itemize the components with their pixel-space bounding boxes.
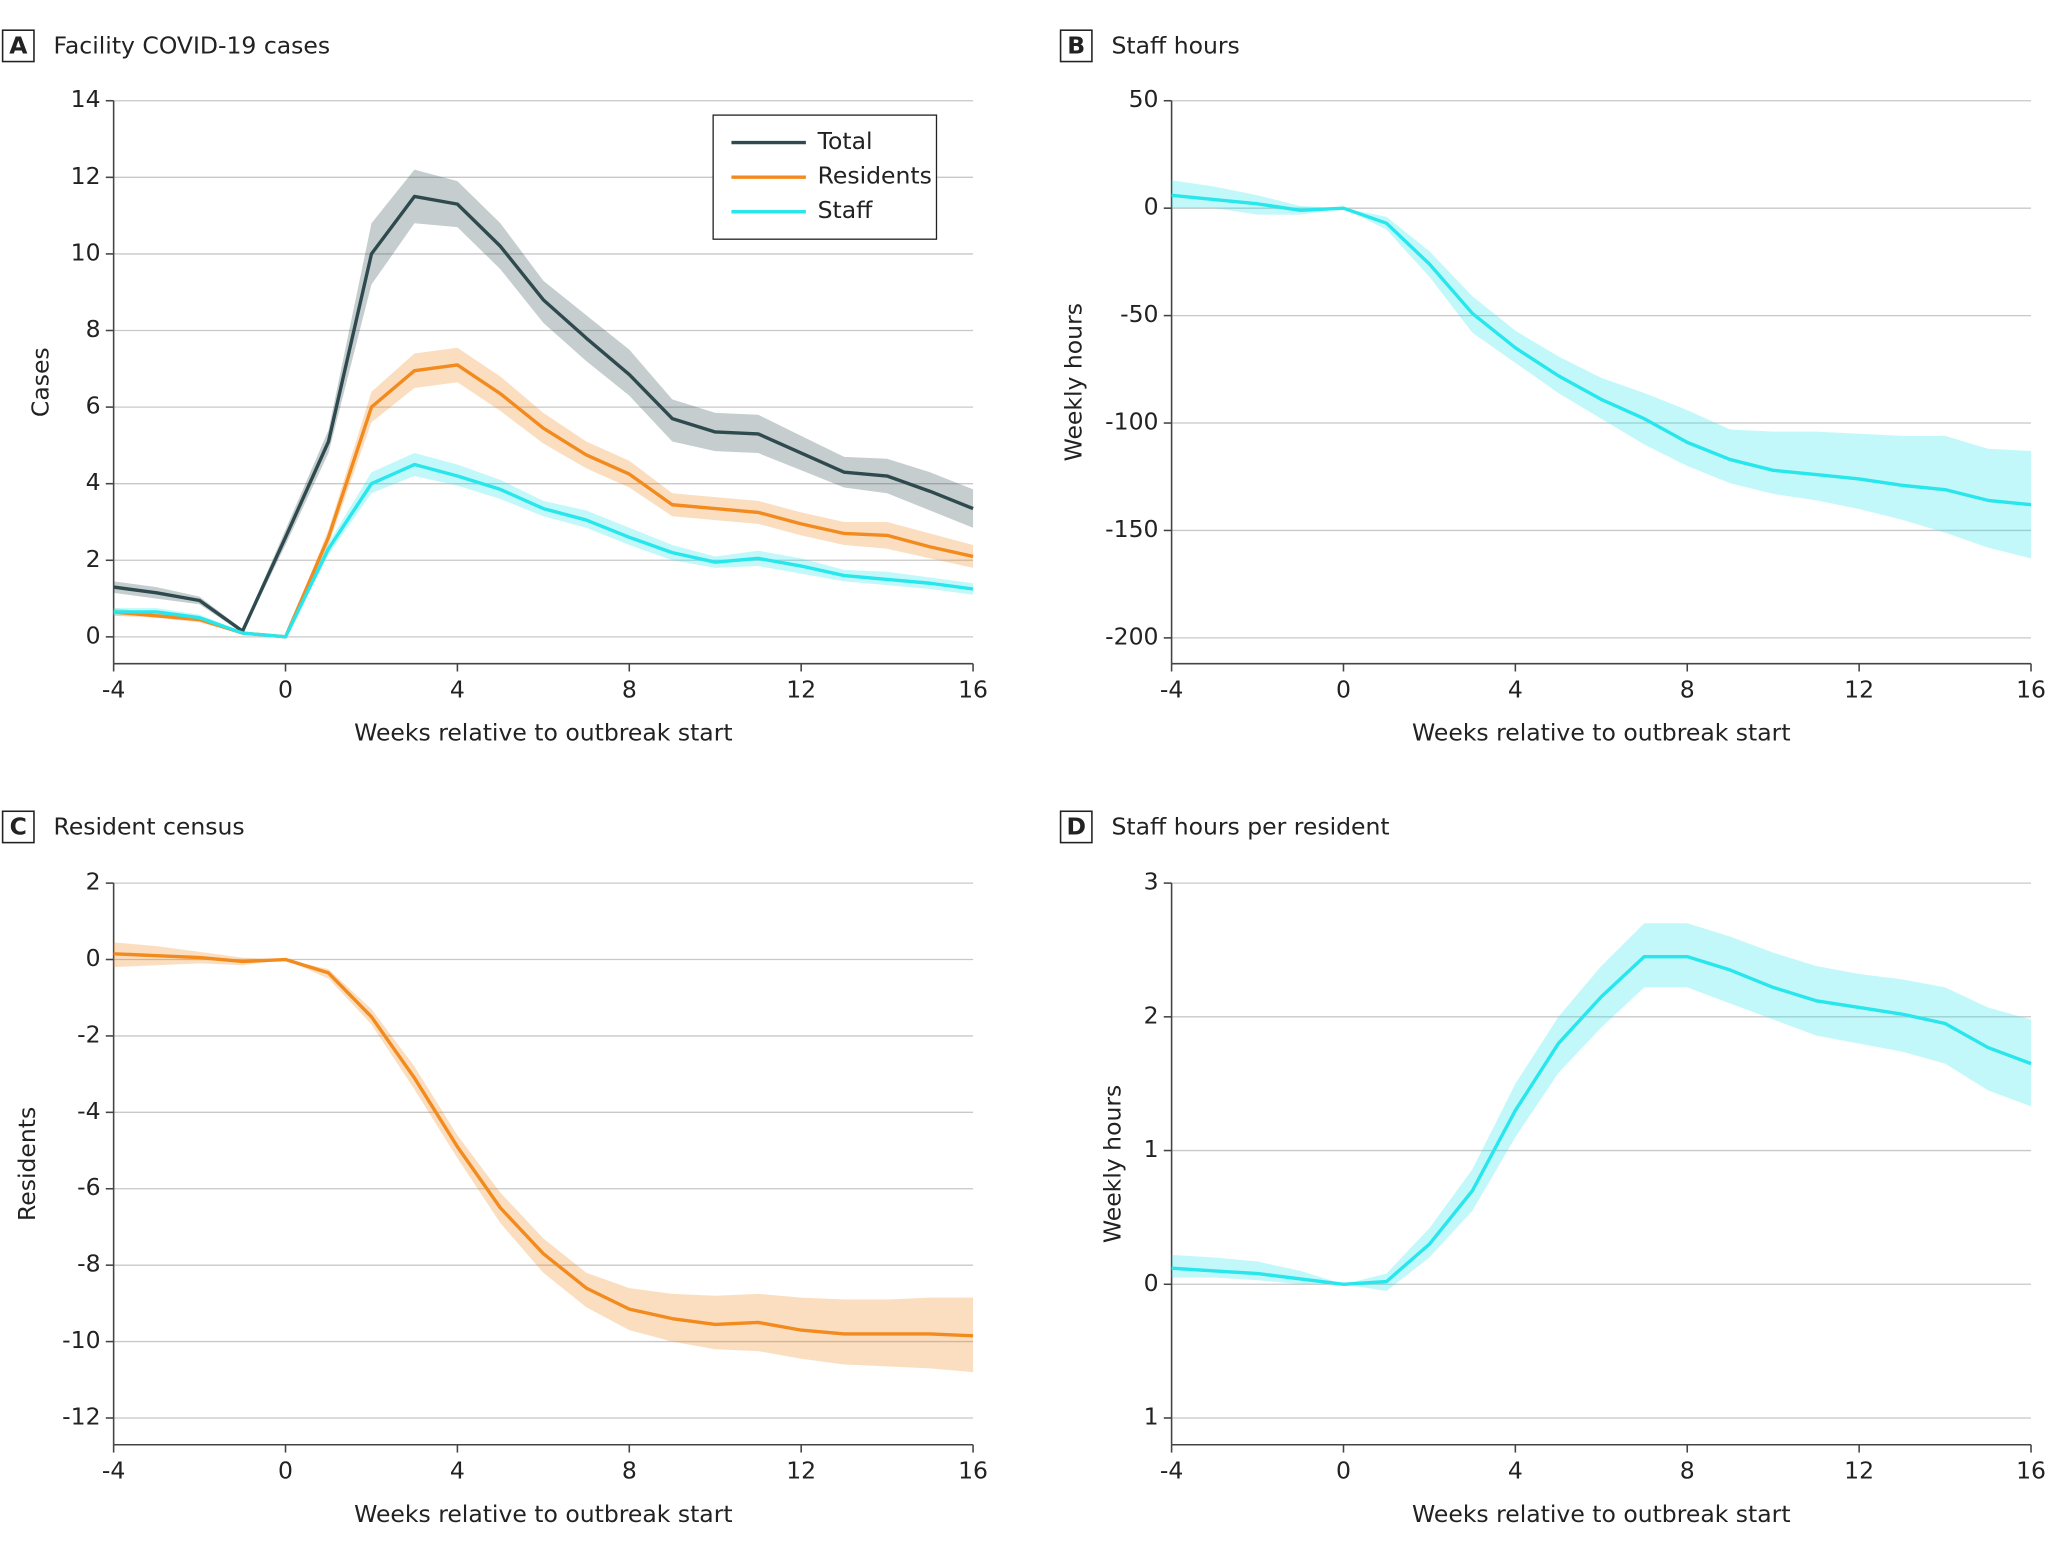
x-tick-label: 12 [1844, 1457, 1874, 1485]
x-tick-label: 16 [958, 1457, 988, 1485]
y-tick-label: -200 [1105, 622, 1158, 650]
y-tick-label: -4 [77, 1097, 100, 1125]
y-tick-label: -2 [77, 1020, 100, 1048]
x-tick-label: -4 [1160, 676, 1183, 704]
y-tick-label: -150 [1105, 515, 1158, 543]
x-tick-label: 0 [278, 676, 293, 704]
x-tick-label: 12 [786, 676, 816, 704]
legend-label: Staff [818, 196, 874, 224]
y-axis-label: Weekly hours [1099, 1085, 1127, 1243]
x-tick-label: 8 [1680, 1457, 1695, 1485]
x-tick-label: 12 [786, 1457, 816, 1485]
panel-label: D [1066, 813, 1086, 841]
x-tick-label: 12 [1844, 676, 1874, 704]
x-tick-label: 4 [1508, 1457, 1523, 1485]
x-tick-label: 0 [1336, 676, 1351, 704]
x-tick-label: -4 [102, 1457, 125, 1485]
y-tick-label: 4 [86, 468, 101, 496]
y-tick-label: -8 [77, 1250, 100, 1278]
y-tick-label: 12 [71, 162, 101, 190]
y-axis-label: Cases [26, 347, 54, 417]
panel-label-box [1, 29, 35, 63]
y-tick-label: -50 [1120, 300, 1158, 328]
y-tick-label: -6 [77, 1173, 100, 1201]
x-tick-label: 16 [2016, 1457, 2046, 1485]
legend-label: Total [817, 127, 873, 155]
x-tick-label: -4 [1160, 1457, 1183, 1485]
y-tick-label: 14 [71, 85, 101, 113]
y-tick-label: 8 [86, 315, 101, 343]
y-axis-label: Weekly hours [1059, 303, 1087, 461]
x-tick-label: 16 [958, 676, 988, 704]
y-tick-label: 50 [1129, 85, 1159, 113]
x-axis-label: Weeks relative to outbreak start [354, 1500, 733, 1528]
series-line [113, 462, 974, 639]
x-tick-label: 0 [1336, 1457, 1351, 1485]
y-tick-label: 1 [1144, 1402, 1159, 1430]
y-tick-label: 2 [86, 545, 101, 573]
confidence-band [1171, 180, 2032, 559]
x-tick-label: 8 [1680, 676, 1695, 704]
y-tick-label: 0 [86, 944, 101, 972]
y-tick-label: 0 [1144, 1269, 1159, 1297]
series-line [1171, 193, 2032, 507]
x-tick-label: 8 [622, 1457, 637, 1485]
y-tick-label: -12 [62, 1402, 100, 1430]
panel-label: C [10, 813, 27, 841]
x-axis-label: Weeks relative to outbreak start [354, 719, 733, 747]
y-tick-label: 3 [1144, 868, 1159, 896]
y-tick-label: 2 [86, 868, 101, 896]
y-axis-label: Residents [13, 1107, 41, 1221]
y-tick-label: 0 [1144, 193, 1159, 221]
panel-title: Staff hours per resident [1112, 813, 1390, 841]
x-tick-label: 4 [450, 676, 465, 704]
confidence-band [1171, 923, 2032, 1291]
y-tick-label: 0 [86, 621, 101, 649]
confidence-band [113, 942, 974, 1373]
panel-label: B [1067, 32, 1085, 60]
series-line [1171, 954, 2032, 1286]
x-tick-label: 16 [2016, 676, 2046, 704]
y-tick-label: 2 [1144, 1001, 1159, 1029]
x-tick-label: 4 [1508, 676, 1523, 704]
x-tick-label: 4 [450, 1457, 465, 1485]
panel-title: Resident census [54, 813, 245, 841]
y-tick-label: 10 [71, 238, 101, 266]
x-axis-label: Weeks relative to outbreak start [1412, 1500, 1791, 1528]
series-line [113, 952, 974, 1338]
panel-title: Facility COVID-19 cases [54, 32, 331, 60]
panel-label-box [1059, 810, 1093, 844]
confidence-band [113, 347, 974, 637]
y-tick-label: 6 [86, 392, 101, 420]
x-axis-label: Weeks relative to outbreak start [1412, 719, 1791, 747]
legend-label: Residents [818, 162, 932, 190]
x-tick-label: -4 [102, 676, 125, 704]
x-tick-label: 8 [622, 676, 637, 704]
series-line [113, 194, 974, 633]
panel-label-box [1, 810, 35, 844]
panel-label: A [9, 32, 28, 60]
x-tick-label: 0 [278, 1457, 293, 1485]
y-tick-label: 1 [1144, 1135, 1159, 1163]
y-tick-label: -10 [62, 1326, 100, 1354]
panel-title: Staff hours [1112, 32, 1240, 60]
y-tick-label: -100 [1105, 408, 1158, 436]
panel-label-box [1059, 29, 1093, 63]
